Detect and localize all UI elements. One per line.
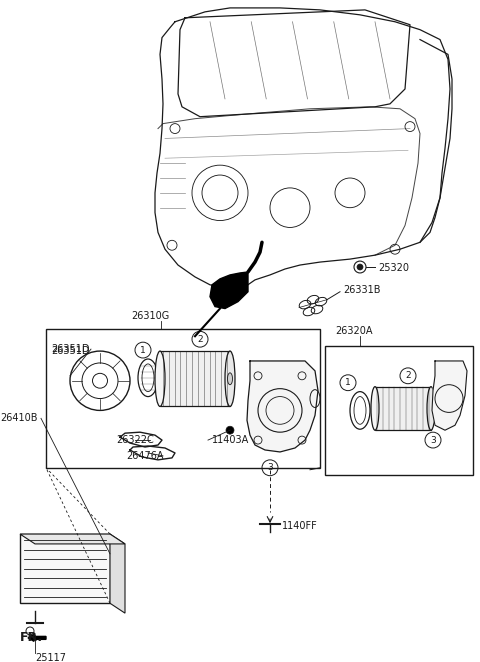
Text: 1140FF: 1140FF bbox=[282, 521, 318, 531]
Polygon shape bbox=[210, 272, 248, 308]
Text: 11403A: 11403A bbox=[212, 435, 249, 445]
Bar bbox=[375, 387, 431, 430]
Text: 26476A: 26476A bbox=[126, 451, 164, 461]
Text: 2: 2 bbox=[197, 335, 203, 344]
Text: FR.: FR. bbox=[20, 632, 43, 644]
Polygon shape bbox=[247, 361, 318, 452]
Text: 3: 3 bbox=[267, 463, 273, 472]
Polygon shape bbox=[20, 534, 125, 544]
Circle shape bbox=[357, 264, 363, 270]
Text: 26410B: 26410B bbox=[0, 413, 37, 423]
FancyArrow shape bbox=[28, 634, 46, 641]
Text: 3: 3 bbox=[430, 436, 436, 445]
Text: 1: 1 bbox=[140, 346, 146, 355]
Text: 25117: 25117 bbox=[35, 653, 66, 662]
Ellipse shape bbox=[225, 351, 235, 406]
Text: 26320A: 26320A bbox=[335, 326, 372, 336]
Text: 26310G: 26310G bbox=[131, 311, 169, 322]
Polygon shape bbox=[110, 534, 125, 613]
Bar bbox=[325, 346, 473, 475]
Bar bbox=[20, 534, 110, 603]
Text: 26331B: 26331B bbox=[343, 285, 381, 295]
Bar bbox=[46, 329, 320, 468]
Text: 2: 2 bbox=[405, 371, 411, 380]
Circle shape bbox=[226, 426, 234, 434]
Ellipse shape bbox=[371, 387, 379, 430]
Text: 25320: 25320 bbox=[378, 263, 409, 273]
Text: 26322C: 26322C bbox=[116, 435, 154, 445]
Ellipse shape bbox=[155, 351, 165, 406]
Polygon shape bbox=[432, 361, 467, 430]
Ellipse shape bbox=[228, 373, 232, 385]
Ellipse shape bbox=[427, 387, 435, 430]
Bar bbox=[160, 351, 230, 406]
Text: 26351D: 26351D bbox=[51, 346, 89, 356]
Text: 26351D: 26351D bbox=[51, 344, 89, 354]
Text: 1: 1 bbox=[345, 378, 351, 387]
